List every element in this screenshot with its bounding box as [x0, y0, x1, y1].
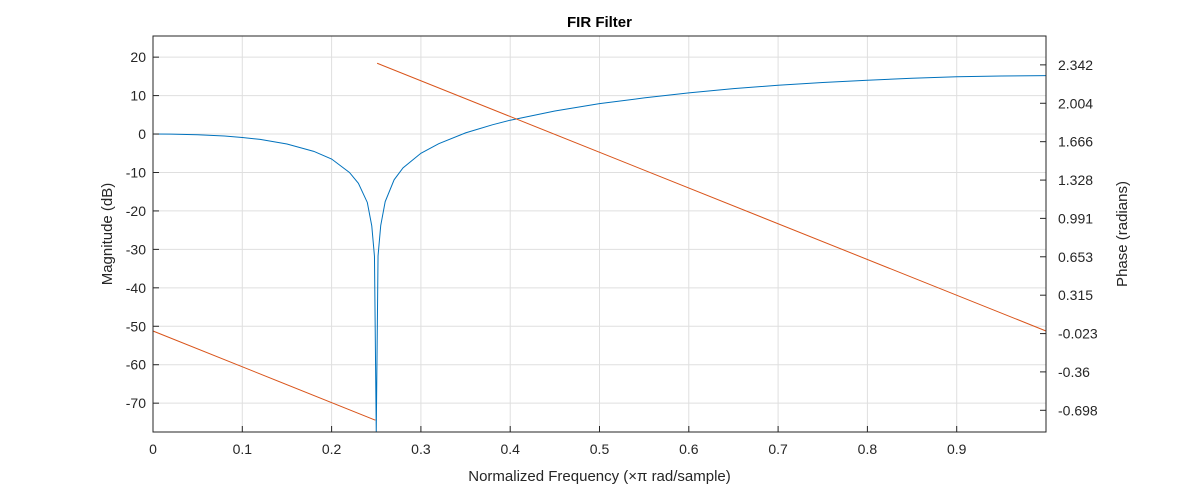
x-tick-label: 0.8 [858, 441, 878, 457]
left-tick-label: -70 [126, 395, 146, 411]
chart-title: FIR Filter [567, 14, 632, 31]
left-tick-label: -60 [126, 357, 146, 373]
left-tick-label: -10 [126, 164, 146, 180]
left-tick-label: -30 [126, 241, 146, 257]
x-tick-label: 0.1 [233, 441, 253, 457]
left-axis-ticks: 20 10 0 -10 -20 -30 -40 -50 -60 -70 [126, 49, 159, 411]
x-axis-ticks: 0 0.1 0.2 0.3 0.4 0.5 0.6 0.7 0.8 0.9 [149, 426, 967, 457]
x-axis-label: Normalized Frequency (×π rad/sample) [468, 468, 731, 485]
grid-lines [152, 36, 1046, 432]
x-tick-label: 0.7 [768, 441, 788, 457]
magnitude-series-line [152, 75, 1047, 433]
right-tick-label: 2.004 [1058, 95, 1093, 111]
x-tick-label: 0 [149, 441, 157, 457]
x-tick-label: 0.6 [679, 441, 699, 457]
x-tick-label: 0.4 [500, 441, 520, 457]
x-tick-label: 0.9 [947, 441, 967, 457]
x-tick-label: 0.3 [411, 441, 431, 457]
left-tick-label: 10 [130, 88, 146, 104]
series-layer [152, 62, 1047, 433]
x-tick-label: 0.2 [322, 441, 342, 457]
right-tick-label: 0.315 [1058, 287, 1093, 303]
left-tick-label: -20 [126, 203, 146, 219]
right-tick-label: 2.342 [1058, 57, 1093, 73]
x-tick-label: 0.5 [590, 441, 610, 457]
right-tick-label: 0.653 [1058, 249, 1093, 265]
right-tick-label: 1.328 [1058, 172, 1093, 188]
left-axis-label: Magnitude (dB) [99, 183, 116, 286]
left-tick-label: -40 [126, 280, 146, 296]
right-axis-ticks: 2.342 2.004 1.666 1.328 0.991 0.653 0.315 -0.02… [1040, 57, 1098, 418]
phase-series-line [152, 62, 1047, 421]
right-tick-label: 0.991 [1058, 210, 1093, 226]
right-tick-label: -0.023 [1058, 326, 1098, 342]
right-axis-label: Phase (radians) [1114, 181, 1131, 287]
right-tick-label: 1.666 [1058, 134, 1093, 150]
left-tick-label: 0 [138, 126, 146, 142]
right-tick-label: -0.698 [1058, 402, 1098, 418]
left-tick-label: 20 [130, 49, 146, 65]
left-tick-label: -50 [126, 318, 146, 334]
right-tick-label: -0.36 [1058, 364, 1090, 380]
